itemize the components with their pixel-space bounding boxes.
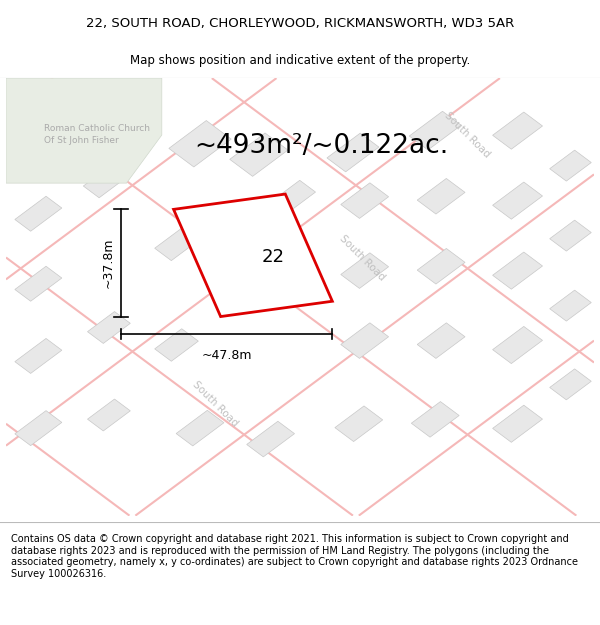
Polygon shape: [155, 228, 199, 261]
Polygon shape: [550, 150, 591, 181]
Polygon shape: [247, 421, 295, 457]
Text: ~37.8m: ~37.8m: [101, 238, 114, 288]
Polygon shape: [88, 312, 130, 343]
Polygon shape: [409, 111, 461, 150]
Text: 22, SOUTH ROAD, CHORLEYWOOD, RICKMANSWORTH, WD3 5AR: 22, SOUTH ROAD, CHORLEYWOOD, RICKMANSWOR…: [86, 17, 514, 30]
Polygon shape: [173, 194, 332, 316]
Text: 22: 22: [262, 249, 285, 266]
Polygon shape: [327, 133, 379, 172]
Polygon shape: [493, 252, 542, 289]
Polygon shape: [341, 253, 389, 288]
Polygon shape: [176, 411, 224, 446]
Polygon shape: [15, 339, 62, 373]
Polygon shape: [15, 124, 62, 159]
Text: South Road: South Road: [190, 379, 239, 429]
Polygon shape: [493, 405, 542, 442]
Text: ~493m²/~0.122ac.: ~493m²/~0.122ac.: [194, 133, 448, 159]
Polygon shape: [550, 290, 591, 321]
Polygon shape: [493, 182, 542, 219]
Text: ~47.8m: ~47.8m: [201, 349, 252, 362]
Polygon shape: [412, 402, 459, 437]
Polygon shape: [230, 133, 288, 176]
Text: Map shows position and indicative extent of the property.: Map shows position and indicative extent…: [130, 54, 470, 68]
Polygon shape: [417, 179, 465, 214]
Text: South Road: South Road: [443, 111, 492, 159]
Polygon shape: [550, 220, 591, 251]
Polygon shape: [493, 326, 542, 364]
Text: South Road: South Road: [337, 233, 386, 282]
Polygon shape: [15, 196, 62, 231]
Polygon shape: [341, 183, 389, 218]
Text: Roman Catholic Church
Of St John Fisher: Roman Catholic Church Of St John Fisher: [44, 124, 150, 145]
Polygon shape: [341, 323, 389, 358]
Polygon shape: [417, 323, 465, 358]
Polygon shape: [88, 399, 130, 431]
Polygon shape: [155, 329, 199, 361]
Polygon shape: [15, 266, 62, 301]
Text: Contains OS data © Crown copyright and database right 2021. This information is : Contains OS data © Crown copyright and d…: [11, 534, 578, 579]
Polygon shape: [335, 406, 383, 441]
Polygon shape: [6, 78, 162, 183]
Polygon shape: [15, 411, 62, 446]
Polygon shape: [550, 369, 591, 400]
Polygon shape: [273, 181, 316, 212]
Polygon shape: [83, 160, 134, 198]
Polygon shape: [417, 249, 465, 284]
Polygon shape: [169, 121, 231, 167]
Polygon shape: [493, 112, 542, 149]
